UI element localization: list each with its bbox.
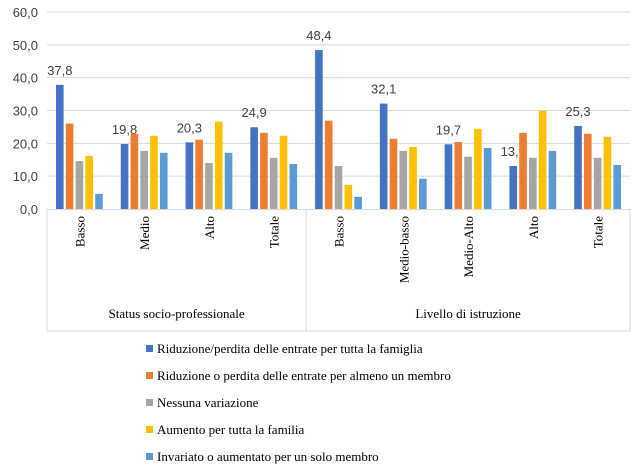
bar (474, 128, 482, 209)
bar (389, 138, 398, 209)
y-tick-label: 10,0 (13, 169, 38, 184)
bar (324, 120, 333, 209)
bar (130, 133, 139, 209)
bar (603, 136, 612, 209)
bar (529, 157, 537, 209)
data-label: 19,8 (112, 122, 137, 137)
legend-label: Invariato o aumentato per un solo membro (157, 449, 379, 464)
y-tick-label: 20,0 (13, 136, 38, 151)
bar (519, 132, 527, 209)
category-label: Basso (72, 216, 87, 247)
bar (538, 110, 547, 209)
category-label: Basso (332, 216, 347, 247)
bar (95, 193, 103, 209)
legend-label: Nessuna variazione (157, 395, 259, 410)
legend-swatch (146, 399, 153, 406)
y-tick-label: 50,0 (13, 38, 38, 53)
bar (379, 103, 388, 209)
bar (140, 150, 148, 209)
bar (75, 161, 84, 209)
category-label: Medio-Alto (461, 216, 476, 277)
bar (419, 178, 427, 209)
legend-swatch (146, 453, 153, 460)
category-label: Medio-basso (396, 216, 411, 283)
bar (205, 163, 213, 209)
bar (289, 164, 298, 209)
data-label: 20,3 (177, 120, 202, 135)
bar (454, 142, 463, 209)
bar (409, 146, 417, 209)
bar (344, 185, 353, 209)
y-tick-label: 30,0 (13, 104, 38, 119)
bar (483, 147, 492, 209)
bar (159, 152, 168, 209)
bar (195, 139, 203, 209)
bar (224, 152, 233, 209)
bar (464, 156, 472, 209)
legend-label: Riduzione/perdita delle entrate per tutt… (157, 341, 423, 356)
bar (150, 135, 158, 209)
category-label: Totale (591, 216, 606, 249)
bar (354, 196, 362, 209)
legend-label: Riduzione o perdita delle entrate per al… (157, 368, 451, 383)
bar (85, 155, 93, 209)
category-label: Medio (137, 216, 152, 250)
bar (279, 135, 288, 209)
bar (315, 50, 323, 209)
data-label: 48,4 (306, 28, 331, 43)
data-label: 24,9 (241, 105, 266, 120)
data-label: 19,7 (436, 122, 461, 137)
bar (574, 125, 582, 209)
legend-swatch (146, 372, 153, 379)
data-label: 32,1 (371, 82, 396, 97)
bar (269, 157, 278, 209)
legend-label: Aumento per tutta la familia (157, 422, 305, 437)
legend-swatch (146, 426, 153, 433)
group-label: Status socio-professionale (108, 306, 244, 321)
bar (593, 157, 602, 209)
bar (260, 132, 268, 209)
group-label: Livello di istruzione (415, 306, 521, 321)
y-tick-label: 0,0 (20, 202, 38, 217)
bar (250, 127, 258, 209)
category-label: Alto (526, 216, 541, 239)
bar (120, 143, 129, 209)
category-label: Alto (202, 216, 217, 239)
bar (444, 144, 453, 209)
bar (55, 84, 64, 209)
category-label: Totale (267, 216, 282, 249)
data-label: 25,3 (565, 104, 590, 119)
bar (334, 165, 343, 209)
bar (584, 133, 592, 209)
bar (548, 150, 557, 209)
bar (185, 142, 194, 209)
bar (65, 123, 74, 209)
bar (214, 121, 223, 209)
bar (509, 165, 518, 209)
bar (399, 150, 408, 209)
data-label: 37,8 (47, 63, 72, 78)
bar (613, 165, 622, 209)
y-tick-label: 60,0 (13, 5, 38, 20)
legend-swatch (146, 345, 153, 352)
y-tick-label: 40,0 (13, 71, 38, 86)
